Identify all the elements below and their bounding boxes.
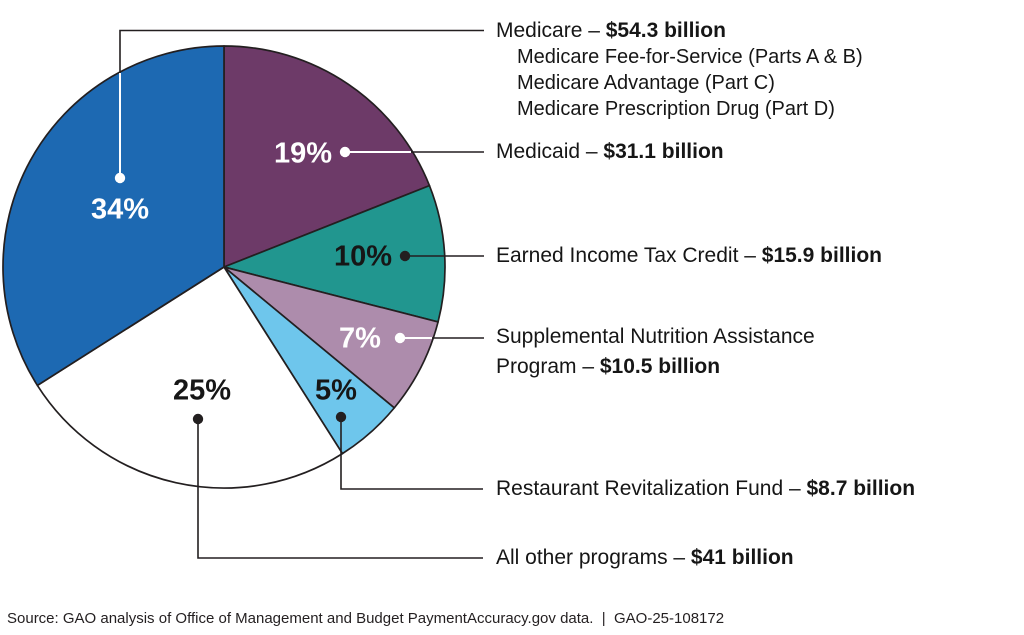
pct-label-other: 25% xyxy=(172,374,232,407)
label-medicaid: Medicaid – $31.1 billion xyxy=(496,139,724,165)
label-medicare-sub-prescription-drug: Medicare Prescription Drug (Part D) xyxy=(517,98,835,120)
label-snap-name: Supplemental Nutrition Assistance Progra… xyxy=(496,325,815,378)
rrf-leader-line xyxy=(340,417,483,490)
pie-slice-medicare xyxy=(2,45,225,387)
label-medicaid-name: Medicaid – xyxy=(496,140,604,163)
source-note: Source: GAO analysis of Office of Manage… xyxy=(7,610,725,627)
label-other-name: All other programs – xyxy=(496,546,691,569)
other-callout-dot xyxy=(192,413,204,425)
rrf-callout-dot xyxy=(335,411,347,423)
label-snap-amount: $10.5 billion xyxy=(599,355,721,378)
pie-slice-medicaid xyxy=(223,45,431,268)
pct-label-eitc: 10% xyxy=(333,240,393,273)
label-rrf: Restaurant Revitalization Fund – $8.7 bi… xyxy=(496,476,915,502)
label-other: All other programs – $41 billion xyxy=(496,545,794,571)
leader-lines-group xyxy=(114,29,484,559)
pct-label-medicaid: 19% xyxy=(273,137,333,170)
pct-label-snap: 7% xyxy=(339,322,381,355)
label-eitc-name: Earned Income Tax Credit – xyxy=(496,244,762,267)
label-medicare-sub-fee-for-service: Medicare Fee-for-Service (Parts A & B) xyxy=(517,46,863,68)
label-other-amount: $41 billion xyxy=(690,546,794,569)
label-medicaid-amount: $31.1 billion xyxy=(603,140,724,163)
pct-label-medicare: 34% xyxy=(90,193,150,226)
label-medicare: Medicare – $54.3 billion Medicare Fee-fo… xyxy=(496,18,863,122)
snap-callout-dot xyxy=(394,332,406,344)
label-rrf-amount: $8.7 billion xyxy=(806,477,916,500)
medicaid-callout-dot xyxy=(339,146,351,158)
label-medicare-main: Medicare – $54.3 billion xyxy=(496,18,863,44)
pct-label-rrf: 5% xyxy=(315,374,357,407)
label-snap: Supplemental Nutrition Assistance Progra… xyxy=(496,322,888,382)
pie-slices-group xyxy=(2,45,446,489)
label-eitc-amount: $15.9 billion xyxy=(761,244,882,267)
pie-slice-other xyxy=(36,266,344,489)
pie-slice-eitc xyxy=(223,184,446,323)
other-leader-line xyxy=(197,419,483,559)
label-rrf-name: Restaurant Revitalization Fund – xyxy=(496,477,807,500)
label-medicare-sub-advantage: Medicare Advantage (Part C) xyxy=(517,72,775,94)
label-medicare-sublist: Medicare Fee-for-Service (Parts A & B) M… xyxy=(496,44,863,122)
label-medicare-amount: $54.3 billion xyxy=(605,19,726,42)
eitc-callout-dot xyxy=(399,250,411,262)
label-medicare-name: Medicare – xyxy=(496,19,606,42)
medicare-callout-dot xyxy=(114,172,126,184)
label-eitc: Earned Income Tax Credit – $15.9 billion xyxy=(496,243,882,269)
